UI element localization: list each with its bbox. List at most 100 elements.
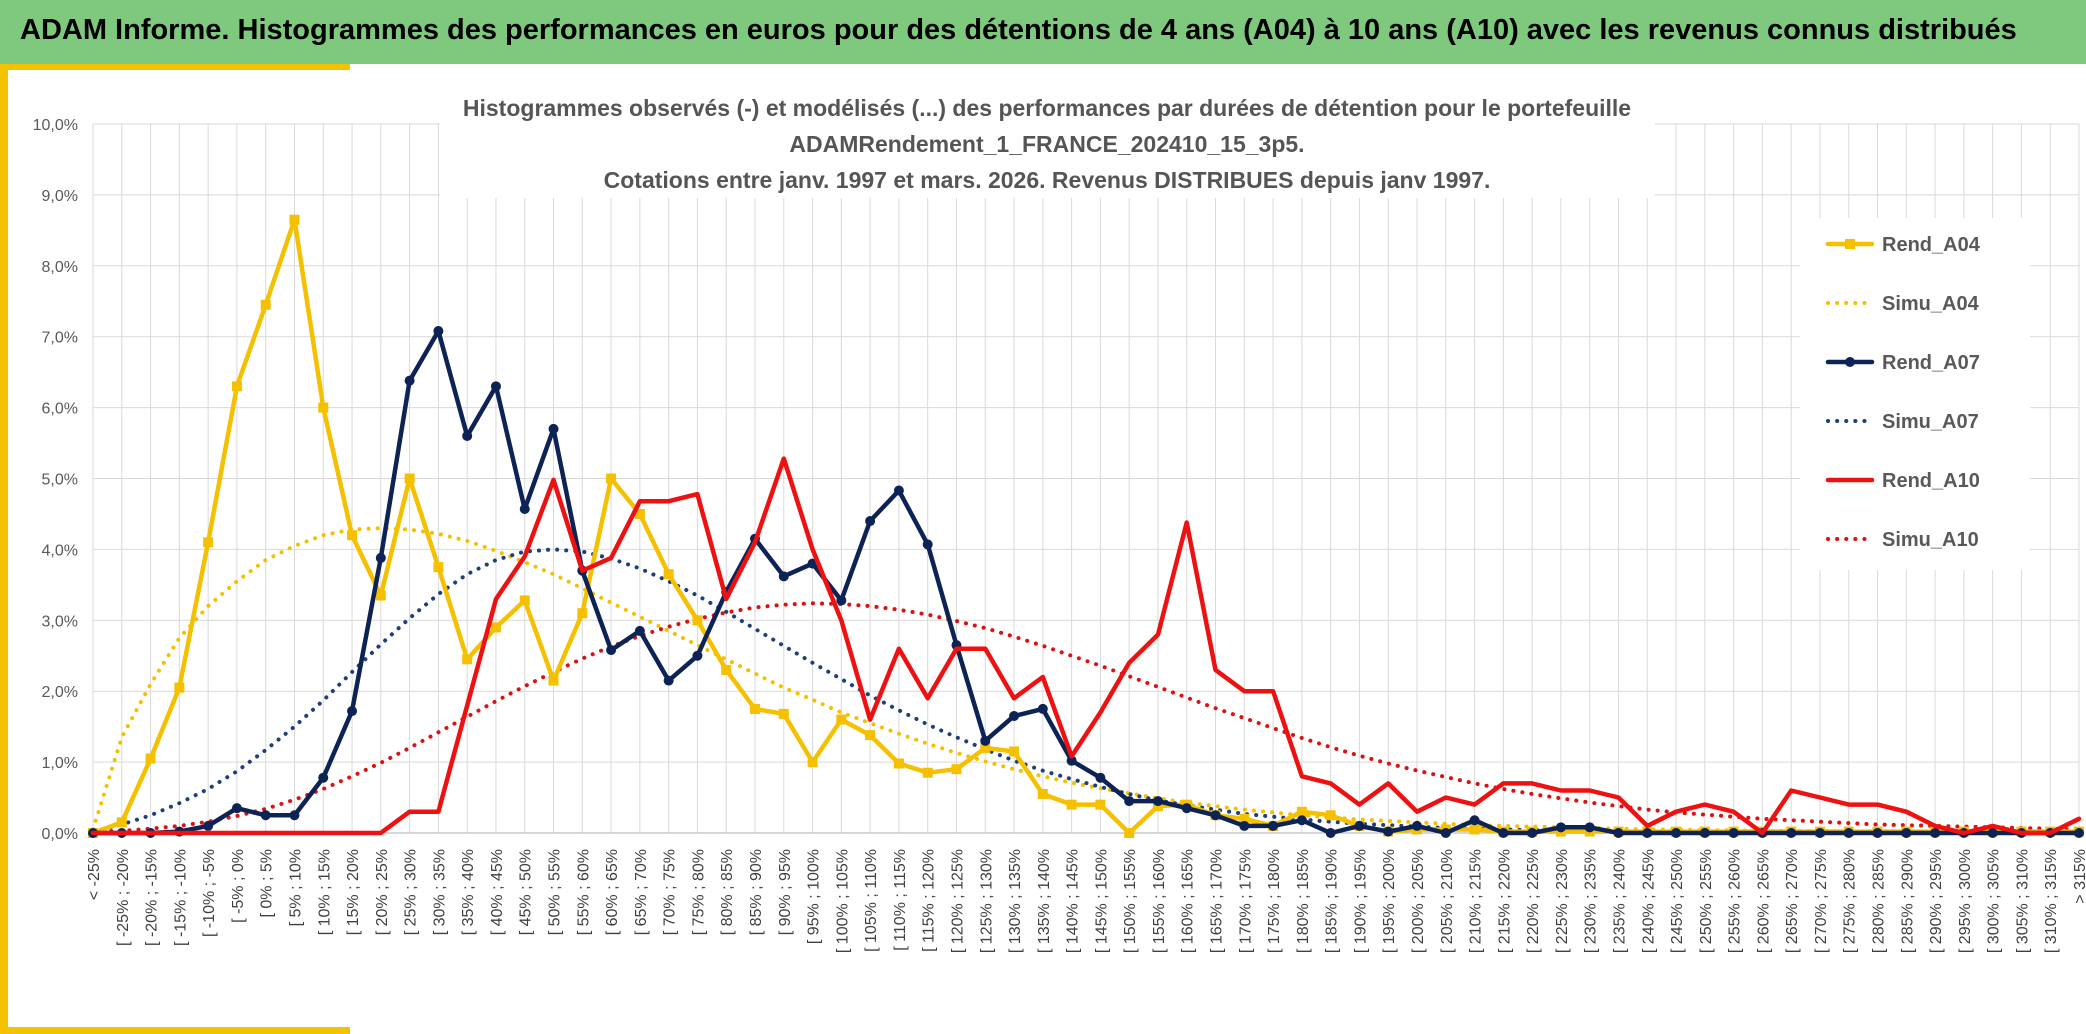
x-tick-label: [ 275% ; 280% [1842, 849, 1859, 953]
series-Simu_A04 [91, 526, 2081, 835]
point-Rend_A07 [1210, 810, 1221, 821]
x-tick-label: [ 305% ; 310% [2014, 849, 2031, 953]
legend-label: Rend_A04 [1882, 234, 1981, 256]
x-tick-label: [ 230% ; 235% [1583, 849, 1600, 953]
point-Rend_A07 [1728, 828, 1739, 838]
point-Rend_A07 [375, 552, 386, 563]
point-Rend_A07 [1440, 828, 1451, 838]
x-tick-label: [ 245% ; 250% [1669, 849, 1686, 953]
x-tick-label: [ 175% ; 180% [1266, 849, 1283, 953]
point-Rend_A04 [462, 654, 473, 665]
x-tick-label: [ 80% ; 85% [719, 849, 736, 935]
point-Rend_A07 [1498, 828, 1509, 838]
point-Rend_A04 [433, 562, 444, 573]
chart-title-line-3: Cotations entre janv. 1997 et mars. 2026… [604, 167, 1491, 193]
x-tick-label: [ 85% ; 90% [748, 849, 765, 935]
point-Rend_A07 [1037, 703, 1048, 714]
point-Rend_A07 [2074, 828, 2084, 838]
accent-bar-top [0, 64, 350, 70]
point-Rend_A07 [1901, 828, 1912, 838]
point-Rend_A07 [203, 820, 214, 831]
point-Rend_A07 [1268, 820, 1279, 831]
y-tick-label: 9,0% [42, 188, 78, 205]
x-tick-label: > 315% [2072, 849, 2086, 904]
x-tick-label: [ 25% ; 30% [403, 849, 420, 935]
point-Rend_A07 [1699, 828, 1710, 838]
x-tick-label: [ 240% ; 245% [1640, 849, 1657, 953]
point-Rend_A04 [375, 590, 386, 601]
x-tick-label: [ 265% ; 270% [1784, 849, 1801, 953]
x-tick-label: [ 215% ; 220% [1496, 849, 1513, 953]
x-tick-label: [ 35% ; 40% [460, 849, 477, 935]
point-Rend_A07 [1814, 828, 1825, 838]
x-tick-label: [ 5% ; 10% [287, 849, 304, 926]
point-Rend_A04 [289, 214, 300, 225]
point-Rend_A07 [433, 326, 444, 337]
y-tick-label: 2,0% [42, 684, 78, 701]
y-axis: 0,0% 1,0% 2,0% 3,0% 4,0% 5,0% 6,0% 7,0% 8,0% 9,0%… [33, 117, 78, 843]
point-Rend_A07 [1671, 828, 1682, 838]
x-tick-label: [ 20% ; 25% [374, 849, 391, 935]
point-Rend_A07 [1872, 828, 1883, 838]
point-Rend_A04 [865, 730, 876, 741]
x-tick-label: [ 155% ; 160% [1151, 849, 1168, 953]
series-Rend_A10 [90, 456, 2082, 836]
point-Rend_A04 [1124, 828, 1135, 838]
x-tick-label: [ 130% ; 135% [1007, 849, 1024, 953]
x-tick-label: [ 120% ; 125% [949, 849, 966, 953]
series-line-Simu_A10 [91, 601, 2081, 834]
legend-item-Simu_A10: Simu_A10 [1826, 529, 1979, 551]
series-Rend_A07 [88, 326, 2084, 838]
series-layer [88, 214, 2084, 838]
point-Rend_A07 [1066, 755, 1077, 766]
point-Rend_A04 [260, 299, 271, 310]
x-tick-label: [ 15% ; 20% [345, 849, 362, 935]
point-Rend_A07 [462, 430, 473, 441]
point-Rend_A04 [1296, 806, 1307, 817]
point-Rend_A04 [807, 757, 818, 768]
x-tick-label: [ 280% ; 285% [1871, 849, 1888, 953]
point-Rend_A04 [606, 473, 617, 484]
point-Rend_A04 [692, 615, 703, 626]
chart-title-background [440, 86, 1655, 198]
point-Rend_A07 [1239, 820, 1250, 831]
point-Rend_A04 [116, 817, 127, 828]
chart-legend: Rend_A04 Simu_A04 Rend_A07 Simu_A07 Rend_A10… [1825, 234, 1981, 551]
x-tick-label: [ 225% ; 230% [1554, 849, 1571, 953]
x-tick-label: [ 10% ; 15% [316, 849, 333, 935]
point-Rend_A04 [548, 675, 559, 686]
point-Rend_A04 [951, 764, 962, 775]
accent-bar-left [0, 64, 8, 1034]
point-Rend_A04 [490, 622, 501, 633]
point-Rend_A07 [1296, 815, 1307, 826]
point-Rend_A07 [692, 650, 703, 661]
x-tick-label: [ 255% ; 260% [1727, 849, 1744, 953]
point-Rend_A04 [1095, 799, 1106, 810]
legend-item-Rend_A04: Rend_A04 [1825, 234, 1981, 256]
x-tick-label: [ 285% ; 290% [1899, 849, 1916, 953]
point-Rend_A07 [1095, 772, 1106, 783]
point-Rend_A04 [1469, 824, 1480, 835]
x-tick-label: [ 50% ; 55% [547, 849, 564, 935]
page-title: ADAM Informe. Histogrammes des performan… [20, 14, 2017, 46]
chart-title-line-2: ADAMRendement_1_FRANCE_202410_15_3p5. [789, 131, 1304, 157]
point-Rend_A04 [1239, 813, 1250, 824]
point-Rend_A07 [980, 735, 991, 746]
chart-grid [92, 123, 2080, 834]
point-Rend_A07 [1354, 820, 1365, 831]
x-tick-label: [ 195% ; 200% [1381, 849, 1398, 953]
legend-item-Simu_A04: Simu_A04 [1826, 293, 1980, 315]
legend-marker [1845, 239, 1855, 249]
point-Rend_A04 [318, 402, 329, 413]
legend-item-Rend_A10: Rend_A10 [1825, 470, 1980, 492]
x-tick-label: [ 220% ; 225% [1525, 849, 1542, 953]
point-Rend_A07 [663, 675, 674, 686]
legend-label: Simu_A10 [1882, 529, 1979, 551]
x-tick-label: [ 125% ; 130% [978, 849, 995, 953]
series-line-Rend_A10 [90, 456, 2082, 836]
y-tick-label: 5,0% [42, 472, 78, 489]
point-Rend_A04 [1066, 799, 1077, 810]
x-tick-label: < -25% [86, 849, 103, 900]
x-tick-label: [ 105% ; 110% [863, 849, 880, 952]
legend-label: Simu_A04 [1882, 293, 1980, 315]
